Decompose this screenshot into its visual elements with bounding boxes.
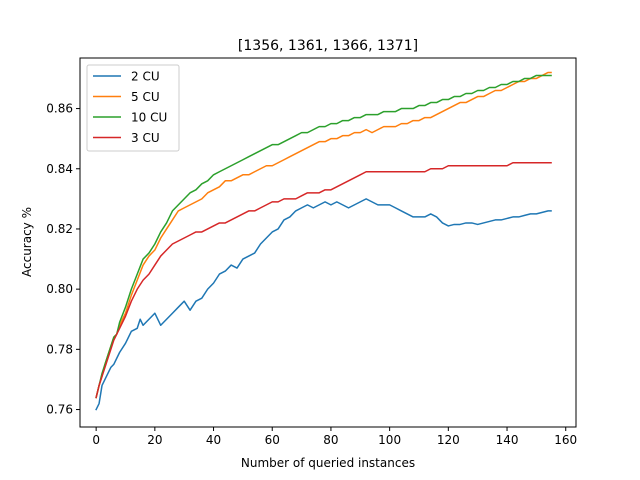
legend: 2 CU 5 CU 10 CU 3 CU (86, 64, 180, 152)
plot-frame (79, 57, 577, 428)
chart-title: [1356, 1361, 1366, 1371] (238, 38, 418, 54)
y-axis: 0.76 0.78 0.80 0.82 0.84 0.86 (46, 102, 80, 417)
legend-label: 3 CU (131, 131, 160, 145)
x-tick-label: 160 (554, 433, 577, 447)
legend-label: 5 CU (131, 90, 160, 104)
x-tick-label: 120 (437, 433, 460, 447)
legend-label: 10 CU (131, 111, 167, 125)
x-tick-label: 60 (265, 433, 280, 447)
x-tick-label: 20 (147, 433, 162, 447)
x-tick-label: 80 (323, 433, 338, 447)
y-axis-label: Accuracy % (20, 207, 34, 277)
series-line-10-cu (95, 74, 552, 399)
y-tick-label: 0.76 (46, 403, 73, 417)
y-tick-label: 0.78 (46, 342, 73, 356)
series-line-5-cu (95, 71, 552, 399)
x-axis: 0 20 40 60 80 100 120 140 160 (92, 427, 577, 447)
x-tick-label: 0 (92, 433, 100, 447)
x-tick-label: 140 (496, 433, 519, 447)
series-layer (95, 71, 552, 411)
x-tick-label: 40 (206, 433, 221, 447)
series-line-3-cu (95, 161, 552, 399)
series-line-2-cu (95, 198, 552, 411)
y-tick-label: 0.82 (46, 222, 73, 236)
x-tick-label: 100 (378, 433, 401, 447)
y-tick-label: 0.86 (46, 102, 73, 116)
y-tick-label: 0.80 (46, 282, 73, 296)
legend-label: 2 CU (131, 70, 160, 84)
legend-box (86, 64, 180, 152)
y-tick-label: 0.84 (46, 162, 73, 176)
x-axis-label: Number of queried instances (241, 456, 415, 470)
